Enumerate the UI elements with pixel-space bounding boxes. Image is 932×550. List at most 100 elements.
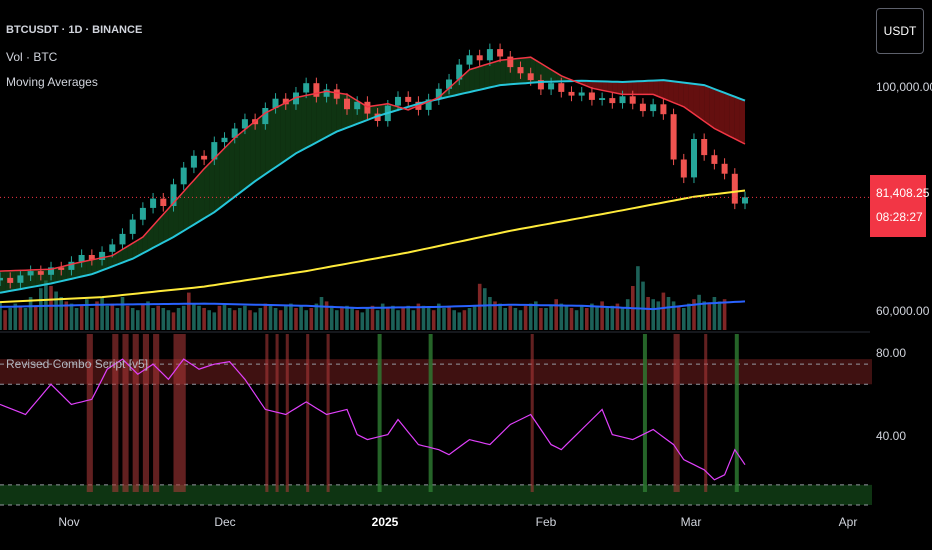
ma-ribbon-segment <box>668 80 674 103</box>
candle-body <box>680 159 687 178</box>
ma-ribbon-segment <box>260 113 266 178</box>
oscillator-legend[interactable]: Revised Combo Script [v5] <box>6 357 149 371</box>
volume-bar <box>278 310 283 330</box>
bear-signal-band <box>306 334 310 492</box>
volume-bar <box>18 305 23 330</box>
volume-bar <box>579 305 584 330</box>
candle-body <box>507 56 514 68</box>
oversold-zone <box>0 484 872 505</box>
bear-signal-band <box>265 334 269 492</box>
volume-bar <box>329 305 334 330</box>
ma-ribbon-segment <box>168 202 174 240</box>
volume-bar <box>324 301 329 330</box>
ma-ribbon-segment <box>234 133 240 197</box>
volume-bar <box>171 312 176 330</box>
ma-ribbon-segment <box>561 75 567 82</box>
volume-bar <box>467 308 472 330</box>
volume-bar <box>380 303 385 330</box>
ma-ribbon-segment <box>188 180 194 228</box>
moving-averages-legend[interactable]: Moving Averages <box>6 75 98 89</box>
volume-bar <box>8 308 12 330</box>
ma-ribbon-segment <box>653 80 659 97</box>
candle-body <box>568 91 575 96</box>
volume-bar <box>120 297 125 330</box>
ma-ribbon-segment <box>173 197 179 237</box>
candle-body <box>160 198 167 206</box>
bull-signal-band <box>377 334 382 492</box>
currency-selector[interactable]: USDT <box>876 8 924 54</box>
volume-bar <box>493 301 497 330</box>
volume-bar <box>472 305 477 330</box>
ma-ribbon-segment <box>464 69 470 94</box>
volume-bar <box>406 305 410 330</box>
ma-ribbon-segment <box>127 243 133 261</box>
candle-body <box>650 104 657 112</box>
volume-bar <box>243 305 247 330</box>
ma-ribbon-segment <box>214 153 220 213</box>
volume-bar <box>457 312 462 330</box>
ma-ribbon-segment <box>290 97 296 157</box>
volume-bar <box>518 310 523 330</box>
ma-ribbon-segment <box>734 96 740 142</box>
ma-ribbon-segment <box>199 168 205 222</box>
volume-bar <box>574 310 579 330</box>
candle-body <box>486 49 493 61</box>
ma-ribbon-segment <box>739 98 745 144</box>
volume-bar <box>125 305 130 330</box>
bear-signal-band <box>132 334 139 492</box>
volume-bar <box>59 297 63 330</box>
volume-bar <box>666 297 671 330</box>
volume-bar <box>360 312 365 330</box>
candle-body <box>395 96 401 106</box>
volume-bar <box>375 310 380 330</box>
ma-ribbon-segment <box>147 225 154 251</box>
volume-bar <box>442 308 446 330</box>
ma-ribbon-segment <box>489 61 495 88</box>
volume-bar <box>268 305 273 330</box>
volume-legend[interactable]: Vol · BTC <box>6 50 58 64</box>
volume-bar <box>105 305 109 330</box>
candle-body <box>558 83 565 92</box>
last-price-value: 81,408.25 <box>876 186 930 200</box>
ma-ribbon-segment <box>204 163 210 219</box>
candle-body <box>742 197 748 204</box>
ma-ribbon-segment <box>556 72 562 82</box>
volume-bar <box>508 305 513 330</box>
ma-ribbon-segment <box>622 81 628 95</box>
ma-ribbon-segment <box>107 255 113 269</box>
ma-ribbon-segment <box>469 68 475 93</box>
candle-body <box>333 89 340 99</box>
volume-bar <box>110 303 115 330</box>
volume-bar <box>23 308 28 330</box>
ma-ribbon-segment <box>678 82 684 107</box>
ma-ribbon-segment <box>648 80 654 95</box>
volume-bar <box>702 301 706 330</box>
volume-bar <box>477 283 482 330</box>
volume-bar <box>28 297 33 330</box>
ma-ribbon-segment <box>132 240 138 259</box>
volume-bar <box>676 305 681 330</box>
volume-bar <box>697 294 701 330</box>
candle-body <box>731 173 738 204</box>
candle-body <box>109 244 116 252</box>
candle-body <box>78 255 85 262</box>
candle-body <box>17 275 24 283</box>
volume-bar <box>146 301 150 330</box>
bear-signal-band <box>112 334 119 492</box>
candle-body <box>211 142 218 160</box>
symbol-legend[interactable]: BTCUSDT · 1D · BINANCE <box>6 24 143 36</box>
candle-body <box>466 55 473 65</box>
volume-bar <box>197 305 201 330</box>
ma-ribbon-segment <box>316 92 322 143</box>
candle-body <box>446 79 452 89</box>
volume-bar <box>431 310 436 330</box>
bear-signal-band <box>86 334 93 492</box>
ma-ribbon-segment <box>158 214 164 246</box>
candle-body <box>588 92 595 100</box>
volume-bar <box>176 308 181 330</box>
volume-bar <box>437 303 441 330</box>
candle-body <box>48 267 54 275</box>
ma-ribbon-segment <box>280 102 286 164</box>
ma-ribbon-segment <box>76 261 82 278</box>
